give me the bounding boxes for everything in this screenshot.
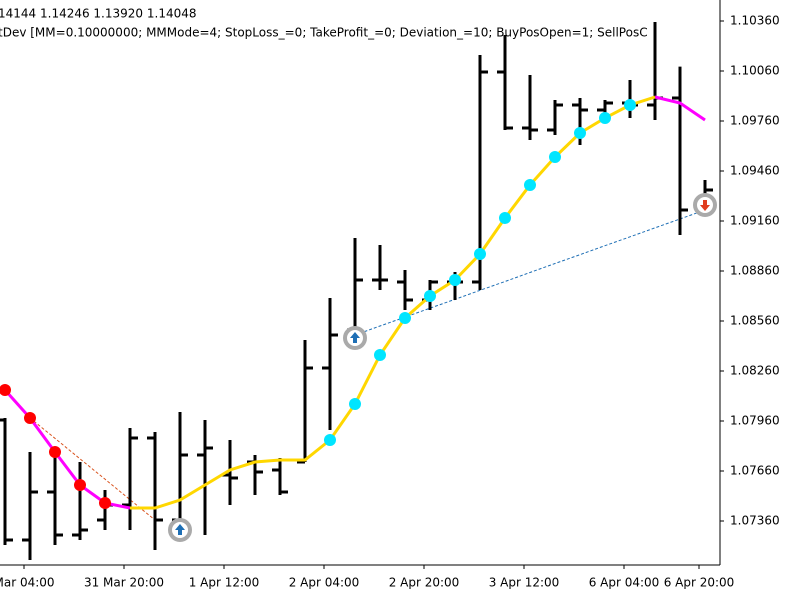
dashed-line [354,209,706,336]
signal-arrow [700,200,710,211]
indicator-dot [599,112,611,124]
indicator-dot [474,248,486,260]
y-tick-label: 1.08860 [730,264,780,278]
x-tick-label: 2 Apr 20:00 [389,576,460,590]
indicator-dot [399,312,411,324]
y-tick-label: 1.10360 [730,14,780,28]
indicator-dot [99,497,111,509]
indicator-dot [24,412,36,424]
y-tick-label: 1.08260 [730,364,780,378]
y-tick-label: 1.07960 [730,414,780,428]
indicator-line [130,95,656,510]
signal-arrow [350,332,360,343]
indicator-dot [74,479,86,491]
indicator-dot [624,99,636,111]
dashed-line [29,417,156,521]
indicator-dot [49,446,61,458]
x-tick-label: 1 Apr 12:00 [189,576,260,590]
chart-subtitle: tDev [MM=0.10000000; MMMode=4; StopLoss_… [0,26,648,40]
y-tick-label: 1.08560 [730,314,780,328]
x-tick-label: 6 Apr 04:00 [589,576,660,590]
indicator-dot [449,274,461,286]
indicator-dot [524,179,536,191]
x-tick-label: 6 Apr 20:00 [664,576,735,590]
indicator-dot [324,434,336,446]
y-tick-label: 1.09160 [730,214,780,228]
x-tick-label: Mar 04:00 [0,576,55,590]
indicator-dot [549,151,561,163]
x-tick-label: 3 Apr 12:00 [489,576,560,590]
y-tick-label: 1.09460 [730,164,780,178]
y-tick-label: 1.10060 [730,64,780,78]
y-tick-label: 1.07360 [730,514,780,528]
x-tick-label: 31 Mar 20:00 [84,576,164,590]
indicator-dot [374,349,386,361]
indicator-dot [424,290,436,302]
indicator-dot [574,127,586,139]
y-tick-label: 1.09760 [730,114,780,128]
indicator-dot [349,398,361,410]
x-tick-label: 2 Apr 04:00 [289,576,360,590]
indicator-dot [0,384,11,396]
y-tick-label: 1.07660 [730,464,780,478]
chart-title: 14144 1.14246 1.13920 1.14048 [0,7,197,21]
signal-arrow [175,524,185,535]
indicator-dot [499,212,511,224]
